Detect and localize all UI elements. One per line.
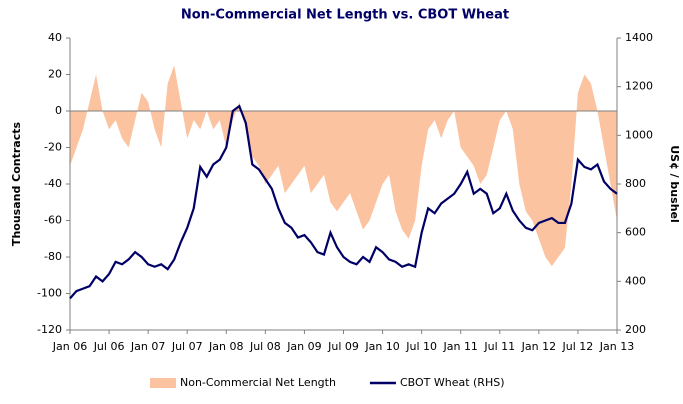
- x-tick-label: Jan 09: [286, 340, 321, 353]
- y2-tick-label: 1400: [625, 31, 653, 44]
- x-tick-label: Jul 10: [405, 340, 437, 353]
- x-tick-label: Jan 08: [208, 340, 243, 353]
- x-tick-label: Jan 11: [442, 340, 477, 353]
- y2-tick-label: 400: [625, 274, 646, 287]
- y-tick-label: -100: [37, 287, 62, 300]
- y2-tick-label: 600: [625, 226, 646, 239]
- y-tick-label: -20: [44, 141, 62, 154]
- y2-tick-label: 1000: [625, 128, 653, 141]
- legend-label: CBOT Wheat (RHS): [400, 376, 505, 389]
- y-tick-label: -40: [44, 177, 62, 190]
- area: [70, 65, 617, 267]
- y2-tick-label: 800: [625, 177, 646, 190]
- chart-title: Non-Commercial Net Length vs. CBOT Wheat: [181, 8, 509, 23]
- y2-tick-label: 1200: [625, 80, 653, 93]
- x-tick-label: Jul 12: [562, 340, 594, 353]
- x-tick-label: Jan 06: [52, 340, 87, 353]
- legend-label: Non-Commercial Net Length: [180, 376, 336, 389]
- y2-tick-label: 200: [625, 323, 646, 336]
- x-tick-label: Jul 09: [327, 340, 359, 353]
- line: [69, 104, 618, 300]
- y-tick-label: -120: [37, 323, 62, 336]
- y-tick-label: -60: [44, 214, 62, 227]
- x-tick-label: Jul 07: [171, 340, 203, 353]
- y-tick-label: 20: [48, 68, 62, 81]
- x-tick-label: Jan 07: [130, 340, 165, 353]
- y-tick-label: 40: [48, 31, 62, 44]
- x-tick-label: Jan 12: [521, 340, 556, 353]
- y-axis-label: Thousand Contracts: [10, 121, 23, 246]
- x-tick-label: Jul 08: [249, 340, 281, 353]
- y2-axis-label: US¢ / bushel: [668, 145, 681, 223]
- x-tick-label: Jul 11: [483, 340, 515, 353]
- x-tick-label: Jan 10: [364, 340, 399, 353]
- y-tick-label: -80: [44, 250, 62, 263]
- y-tick-label: 0: [55, 104, 62, 117]
- x-tick-label: Jan 13: [599, 340, 634, 353]
- x-tick-label: Jul 06: [93, 340, 125, 353]
- legend-swatch: [150, 378, 176, 388]
